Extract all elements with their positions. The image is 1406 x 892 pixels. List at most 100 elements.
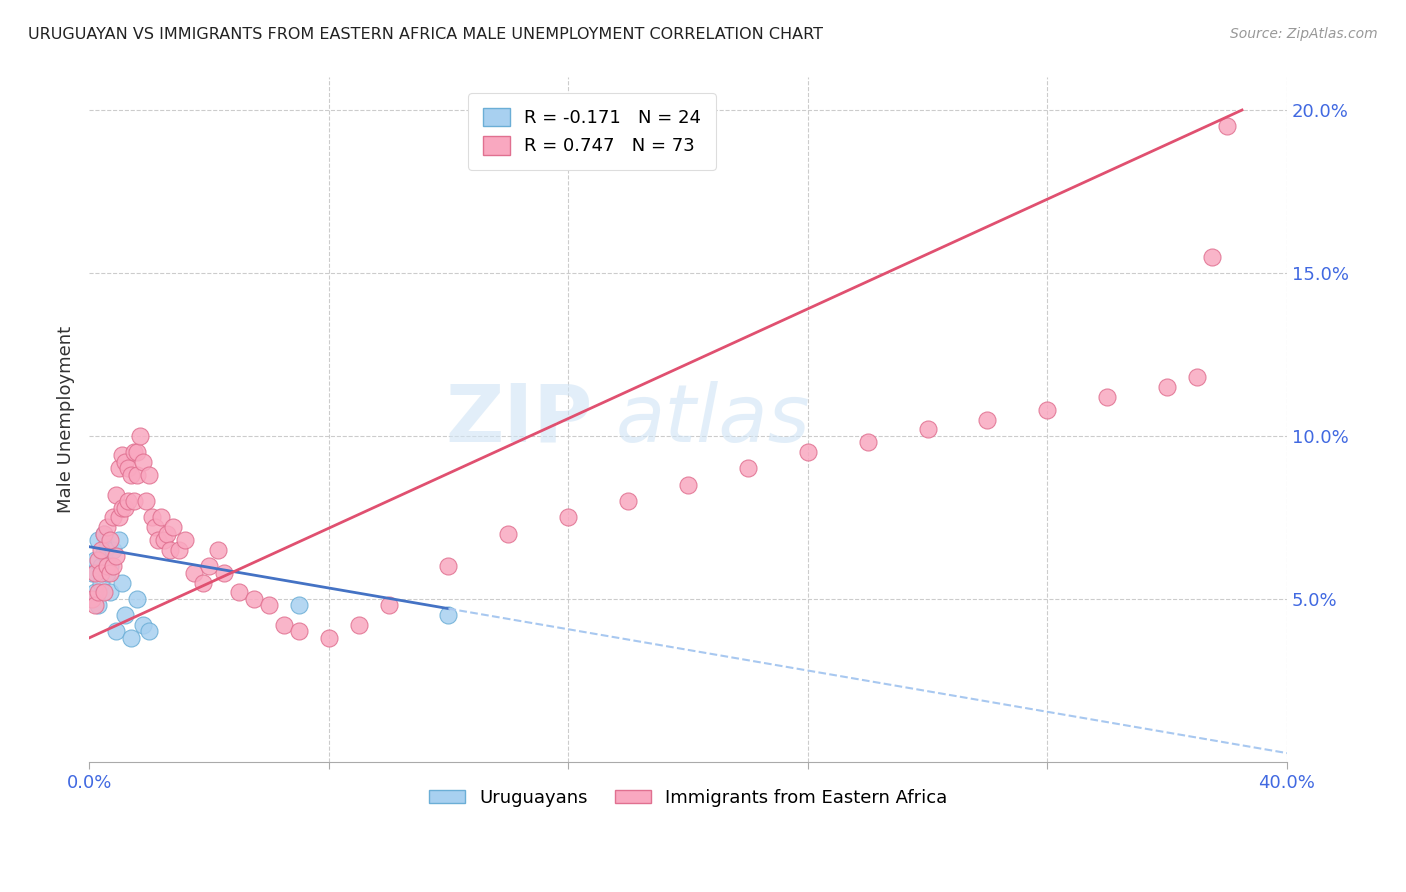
- Text: ZIP: ZIP: [444, 381, 592, 458]
- Point: [183, 566, 205, 580]
- Point: [114, 455, 136, 469]
- Point: [84, 553, 107, 567]
- Point: [198, 559, 221, 574]
- Legend: Uruguayans, Immigrants from Eastern Africa: Uruguayans, Immigrants from Eastern Afri…: [422, 782, 955, 814]
- Point: [976, 412, 998, 426]
- Point: [437, 608, 460, 623]
- Text: URUGUAYAN VS IMMIGRANTS FROM EASTERN AFRICA MALE UNEMPLOYMENT CORRELATION CHART: URUGUAYAN VS IMMIGRANTS FROM EASTERN AFR…: [28, 27, 823, 42]
- Point: [80, 566, 103, 580]
- Point: [1036, 402, 1059, 417]
- Point: [287, 599, 309, 613]
- Point: [105, 549, 128, 564]
- Point: [617, 494, 640, 508]
- Point: [132, 455, 155, 469]
- Point: [90, 543, 112, 558]
- Point: [101, 510, 124, 524]
- Point: [87, 585, 110, 599]
- Point: [90, 566, 112, 580]
- Point: [1201, 250, 1223, 264]
- Point: [114, 608, 136, 623]
- Point: [90, 575, 112, 590]
- Y-axis label: Male Unemployment: Male Unemployment: [58, 326, 75, 513]
- Point: [96, 520, 118, 534]
- Point: [797, 445, 820, 459]
- Point: [105, 487, 128, 501]
- Point: [84, 599, 107, 613]
- Point: [87, 553, 110, 567]
- Text: atlas: atlas: [616, 381, 811, 458]
- Point: [98, 566, 121, 580]
- Point: [1216, 120, 1239, 134]
- Point: [1185, 370, 1208, 384]
- Point: [98, 559, 121, 574]
- Point: [93, 546, 115, 560]
- Point: [120, 468, 142, 483]
- Point: [96, 559, 118, 574]
- Point: [498, 526, 520, 541]
- Point: [87, 533, 110, 548]
- Point: [117, 494, 139, 508]
- Point: [557, 510, 579, 524]
- Point: [153, 533, 176, 548]
- Point: [437, 559, 460, 574]
- Point: [212, 566, 235, 580]
- Point: [93, 585, 115, 599]
- Point: [98, 533, 121, 548]
- Point: [101, 543, 124, 558]
- Point: [111, 449, 134, 463]
- Point: [84, 585, 107, 599]
- Point: [162, 520, 184, 534]
- Point: [98, 585, 121, 599]
- Point: [191, 575, 214, 590]
- Point: [111, 500, 134, 515]
- Point: [125, 445, 148, 459]
- Point: [676, 477, 699, 491]
- Point: [141, 510, 163, 524]
- Point: [117, 461, 139, 475]
- Point: [108, 533, 131, 548]
- Text: Source: ZipAtlas.com: Source: ZipAtlas.com: [1230, 27, 1378, 41]
- Point: [87, 599, 110, 613]
- Point: [96, 566, 118, 580]
- Point: [737, 461, 759, 475]
- Point: [80, 591, 103, 606]
- Point: [122, 445, 145, 459]
- Point: [146, 533, 169, 548]
- Point: [377, 599, 399, 613]
- Point: [228, 585, 250, 599]
- Point: [159, 543, 181, 558]
- Point: [242, 591, 264, 606]
- Point: [917, 422, 939, 436]
- Point: [856, 435, 879, 450]
- Point: [149, 510, 172, 524]
- Point: [156, 526, 179, 541]
- Point: [93, 526, 115, 541]
- Point: [273, 618, 295, 632]
- Point: [174, 533, 197, 548]
- Point: [129, 429, 152, 443]
- Point: [84, 566, 107, 580]
- Point: [135, 494, 157, 508]
- Point: [114, 500, 136, 515]
- Point: [143, 520, 166, 534]
- Point: [90, 559, 112, 574]
- Point: [132, 618, 155, 632]
- Point: [125, 468, 148, 483]
- Point: [122, 494, 145, 508]
- Point: [120, 631, 142, 645]
- Point: [108, 510, 131, 524]
- Point: [207, 543, 229, 558]
- Point: [96, 540, 118, 554]
- Point: [1156, 380, 1178, 394]
- Point: [108, 461, 131, 475]
- Point: [138, 468, 160, 483]
- Point: [93, 526, 115, 541]
- Point: [287, 624, 309, 639]
- Point: [138, 624, 160, 639]
- Point: [257, 599, 280, 613]
- Point: [125, 591, 148, 606]
- Point: [167, 543, 190, 558]
- Point: [1097, 390, 1119, 404]
- Point: [318, 631, 340, 645]
- Point: [111, 575, 134, 590]
